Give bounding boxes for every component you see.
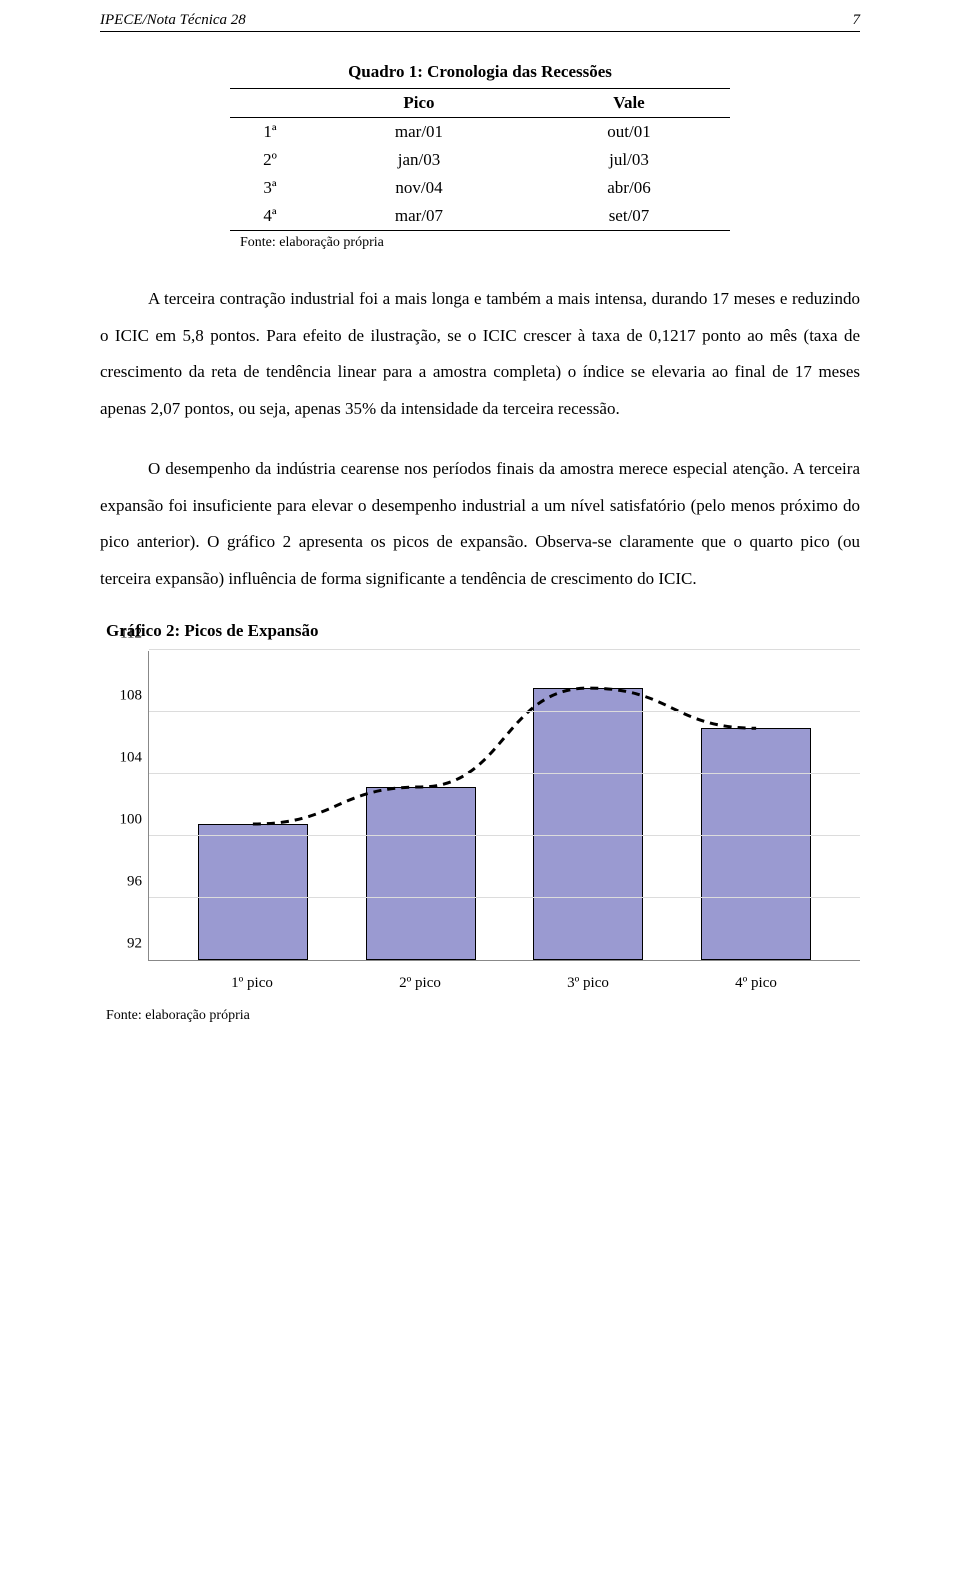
table-cell: 4ª	[230, 202, 310, 231]
chart-x-label: 2º pico	[365, 975, 475, 992]
chart-y-tick: 108	[120, 688, 143, 705]
chart-gridline	[149, 773, 860, 774]
table-cell: jan/03	[310, 146, 528, 174]
table-header-row: Pico Vale	[230, 89, 730, 118]
chart-bar	[533, 688, 643, 961]
chart-gridline	[149, 649, 860, 650]
chart-gridline	[149, 897, 860, 898]
table-row: 4ªmar/07set/07	[230, 202, 730, 231]
table-cell: 3ª	[230, 174, 310, 202]
chart-x-axis-labels: 1º pico 2º pico 3º pico 4º pico	[148, 969, 860, 992]
chart-y-tick: 96	[127, 874, 142, 891]
table-col-0	[230, 89, 310, 118]
chart-y-tick: 100	[120, 812, 143, 829]
chart-bar	[198, 824, 308, 960]
paragraph-2: O desempenho da indústria cearense nos p…	[100, 451, 860, 597]
recessions-table-wrap: Quadro 1: Cronologia das Recessões Pico …	[230, 62, 730, 251]
table-cell: jul/03	[528, 146, 730, 174]
table-cell: set/07	[528, 202, 730, 231]
expansion-chart: 9296100104108112	[100, 651, 860, 961]
chart-gridline	[149, 835, 860, 836]
table-cell: nov/04	[310, 174, 528, 202]
table-source-note: Fonte: elaboração própria	[230, 231, 730, 251]
chart-y-axis: 9296100104108112	[100, 651, 148, 961]
chart-bar	[366, 787, 476, 961]
chart-x-label: 4º pico	[701, 975, 811, 992]
table-col-vale: Vale	[528, 89, 730, 118]
chart-y-tick: 112	[120, 626, 142, 643]
header-page-number: 7	[853, 12, 861, 29]
chart-gridline	[149, 711, 860, 712]
table-cell: 1ª	[230, 118, 310, 147]
table-cell: out/01	[528, 118, 730, 147]
chart-x-label: 3º pico	[533, 975, 643, 992]
chart-x-label: 1º pico	[197, 975, 307, 992]
chart-y-tick: 92	[127, 936, 142, 953]
table-row: 2ºjan/03jul/03	[230, 146, 730, 174]
table-cell: mar/01	[310, 118, 528, 147]
page-header: IPECE/Nota Técnica 28 7	[100, 0, 860, 32]
table-cell: 2º	[230, 146, 310, 174]
chart-plot-area	[148, 651, 860, 961]
chart-source-note: Fonte: elaboração própria	[106, 1008, 860, 1024]
table-col-pico: Pico	[310, 89, 528, 118]
paragraph-1: A terceira contração industrial foi a ma…	[100, 281, 860, 427]
table-cell: mar/07	[310, 202, 528, 231]
table-title: Quadro 1: Cronologia das Recessões	[230, 62, 730, 82]
table-row: 3ªnov/04abr/06	[230, 174, 730, 202]
chart-y-tick: 104	[120, 750, 143, 767]
table-cell: abr/06	[528, 174, 730, 202]
header-left: IPECE/Nota Técnica 28	[100, 12, 246, 29]
chart-bars	[149, 651, 860, 960]
table-row: 1ªmar/01out/01	[230, 118, 730, 147]
chart-bar	[701, 728, 811, 961]
recessions-table: Pico Vale 1ªmar/01out/012ºjan/03jul/033ª…	[230, 88, 730, 231]
chart-title: Gráfico 2: Picos de Expansão	[106, 621, 860, 641]
